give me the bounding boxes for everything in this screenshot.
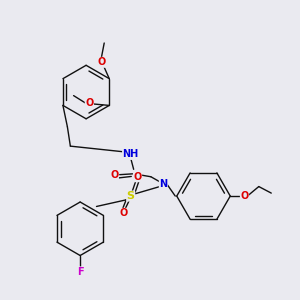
Text: F: F	[77, 267, 83, 277]
Text: O: O	[85, 98, 94, 108]
Text: O: O	[97, 57, 105, 67]
Text: S: S	[127, 191, 135, 201]
Text: O: O	[119, 208, 128, 218]
Text: NH: NH	[123, 149, 139, 160]
Text: O: O	[134, 172, 142, 182]
Text: O: O	[240, 191, 249, 201]
Text: N: N	[159, 179, 167, 189]
Text: O: O	[110, 170, 118, 180]
